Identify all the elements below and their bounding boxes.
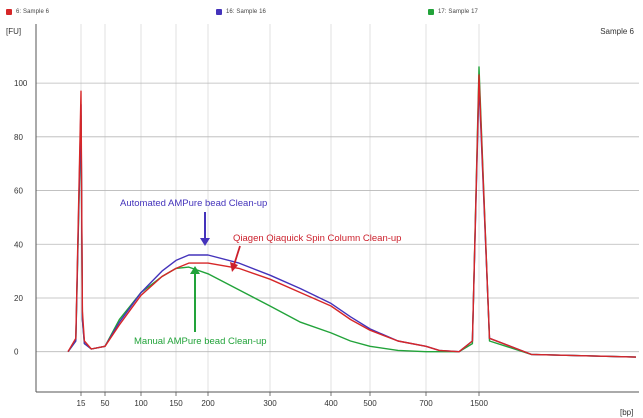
legend-marker-green — [428, 9, 434, 15]
x-tick-label: 200 — [201, 399, 215, 408]
series-lines — [67, 66, 637, 358]
arrow-manual — [190, 266, 200, 332]
legend-bar: 6: Sample 6 16: Sample 16 17: Sample 17 — [0, 0, 643, 23]
arrow-automated — [200, 212, 210, 246]
x-tick-label: 50 — [101, 399, 110, 408]
x-tick-labels: 15 50 100 150 200 300 400 500 700 1500 — [77, 392, 488, 408]
x-tick-label: 15 — [77, 399, 86, 408]
y-tick-label: 20 — [14, 294, 23, 303]
y-tick-label: 0 — [14, 348, 19, 357]
y-tick-label: 40 — [14, 240, 23, 249]
y-tick-labels: 0 20 40 60 80 100 — [14, 79, 28, 357]
arrow-qiagen — [230, 245, 241, 272]
y-tick-label: 60 — [14, 187, 23, 196]
legend-label: 17: Sample 17 — [438, 9, 478, 15]
x-tick-label: 400 — [324, 399, 338, 408]
y-tick-label: 80 — [14, 133, 23, 142]
x-tick-label: 700 — [419, 399, 433, 408]
y-axis-label: [FU] — [6, 27, 21, 36]
chart-title: Sample 6 — [600, 27, 634, 36]
legend-marker-blue — [216, 9, 222, 15]
y-tick-label: 100 — [14, 79, 28, 88]
series-line-red — [67, 74, 637, 358]
annotation-automated-ampure: Automated AMPure bead Clean-up — [120, 198, 267, 209]
x-tick-label: 500 — [363, 399, 377, 408]
legend-item-2[interactable]: 16: Sample 16 — [216, 6, 266, 18]
legend-label: 6: Sample 6 — [16, 9, 50, 15]
x-tick-label: 300 — [263, 399, 277, 408]
legend-item-3[interactable]: 17: Sample 17 — [428, 6, 478, 18]
legend-marker-red — [6, 9, 12, 15]
annotation-qiagen-spin-column: Qiagen Qiaquick Spin Column Clean-up — [233, 233, 401, 244]
x-tick-label: 100 — [134, 399, 148, 408]
annotation-manual-ampure: Manual AMPure bead Clean-up — [134, 336, 267, 347]
chart-background — [0, 22, 643, 418]
x-tick-label: 1500 — [470, 399, 488, 408]
legend-label: 16: Sample 16 — [226, 9, 266, 15]
x-axis-label: [bp] — [620, 408, 633, 417]
legend-item-1[interactable]: 6: Sample 6 — [6, 6, 49, 18]
x-tick-label: 150 — [169, 399, 183, 408]
vertical-gridlines — [80, 24, 480, 392]
